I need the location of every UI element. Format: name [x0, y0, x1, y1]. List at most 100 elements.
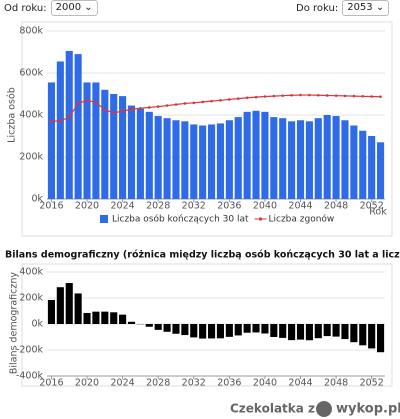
- bar: [234, 324, 242, 336]
- point: [94, 101, 98, 104]
- legend-label: Liczba osób kończących 30 lat: [112, 214, 249, 225]
- y-tick-label: 400k: [19, 267, 43, 278]
- chart-frame: [21, 263, 393, 387]
- bar: [323, 324, 331, 337]
- line: [51, 94, 381, 122]
- point: [139, 106, 142, 110]
- x-tick-label: 2020: [75, 378, 99, 389]
- x-tick-label: 2040: [253, 378, 277, 389]
- point: [210, 99, 213, 103]
- bar: [92, 82, 100, 199]
- x-tick-label: 2016: [39, 378, 63, 389]
- x-tick-label: 2036: [217, 378, 241, 389]
- bar: [56, 61, 64, 200]
- bar: [154, 116, 162, 199]
- point: [85, 99, 89, 102]
- bar: [288, 121, 296, 199]
- bar: [359, 324, 367, 346]
- y-tick-label: 600k: [19, 68, 43, 79]
- x-tick-label: 2036: [217, 201, 241, 212]
- bar: [127, 105, 136, 199]
- from-value: 2000: [55, 2, 82, 13]
- y-axis-label: Liczba osób: [7, 87, 18, 143]
- bar: [172, 324, 180, 334]
- point: [147, 106, 151, 109]
- bar: [376, 324, 385, 353]
- y-tick-label: 0k: [31, 194, 43, 205]
- x-tick-label: 2040: [253, 201, 277, 212]
- x-tick-label: 2052: [360, 201, 384, 212]
- point: [165, 104, 169, 107]
- x-tick-label: 2044: [288, 378, 312, 389]
- bar: [190, 324, 198, 338]
- bar: [47, 82, 56, 199]
- bar: [288, 324, 296, 341]
- point: [192, 101, 196, 105]
- bar: [74, 293, 82, 324]
- x-tick-label: 2052: [360, 378, 384, 389]
- bar: [56, 287, 64, 324]
- bar: [101, 311, 109, 324]
- bar: [181, 121, 189, 199]
- bar: [234, 117, 242, 199]
- point: [254, 95, 258, 99]
- bar: [92, 311, 100, 324]
- bar: [368, 324, 376, 349]
- bar: [261, 111, 269, 199]
- to-label: Do roku:: [296, 2, 339, 14]
- point: [103, 108, 107, 112]
- bar: [119, 96, 127, 199]
- x-tick-label: 2028: [146, 378, 170, 389]
- chart-frame: [21, 21, 393, 237]
- x-tick-label: 2048: [324, 378, 348, 389]
- bar: [376, 142, 385, 199]
- point: [156, 105, 160, 108]
- point: [50, 120, 53, 123]
- x-tick-label: 2024: [111, 201, 135, 212]
- bar: [110, 94, 118, 199]
- y-axis-label: Bilans demograficzny: [9, 272, 20, 375]
- bar: [350, 125, 358, 199]
- bar: [190, 124, 198, 199]
- bar: [252, 324, 260, 333]
- bar: [65, 283, 73, 324]
- point: [67, 115, 71, 119]
- bar: [359, 130, 367, 199]
- point: [201, 100, 204, 104]
- bar: [279, 118, 287, 199]
- bar: [314, 118, 322, 199]
- bar: [243, 111, 251, 199]
- bar: [163, 324, 171, 332]
- bar: [332, 324, 340, 337]
- bar: [127, 321, 136, 324]
- point: [174, 103, 178, 106]
- x-tick-label: 2032: [182, 201, 206, 212]
- to-control: Do roku: 2053 ⌄: [296, 0, 390, 16]
- bar: [110, 312, 118, 324]
- point: [59, 119, 62, 123]
- bar: [145, 324, 153, 327]
- x-tick-label: 2048: [324, 201, 348, 212]
- bar: [305, 121, 313, 199]
- from-control: Od roku: 2000 ⌄: [4, 0, 98, 16]
- x-tick-label: 2024: [111, 378, 135, 389]
- bar: [83, 312, 91, 324]
- to-value: 2053: [347, 2, 373, 13]
- to-select[interactable]: 2053 ⌄: [342, 0, 390, 16]
- bar: [199, 125, 207, 199]
- point: [299, 93, 302, 97]
- bar: [270, 117, 278, 199]
- bar: [207, 124, 216, 199]
- y-tick-label: 800k: [19, 26, 43, 37]
- x-tick-label: 2032: [182, 378, 206, 389]
- bar: [216, 324, 225, 339]
- bar: [350, 324, 358, 343]
- bar: [341, 324, 349, 340]
- point: [76, 102, 80, 105]
- bar: [243, 324, 251, 333]
- chart-title: Bilans demograficzny (różnica między lic…: [5, 250, 400, 261]
- y-tick-label: 400k: [19, 110, 43, 121]
- bar: [225, 120, 233, 199]
- bar: [47, 299, 56, 324]
- from-select[interactable]: 2000 ⌄: [50, 0, 98, 16]
